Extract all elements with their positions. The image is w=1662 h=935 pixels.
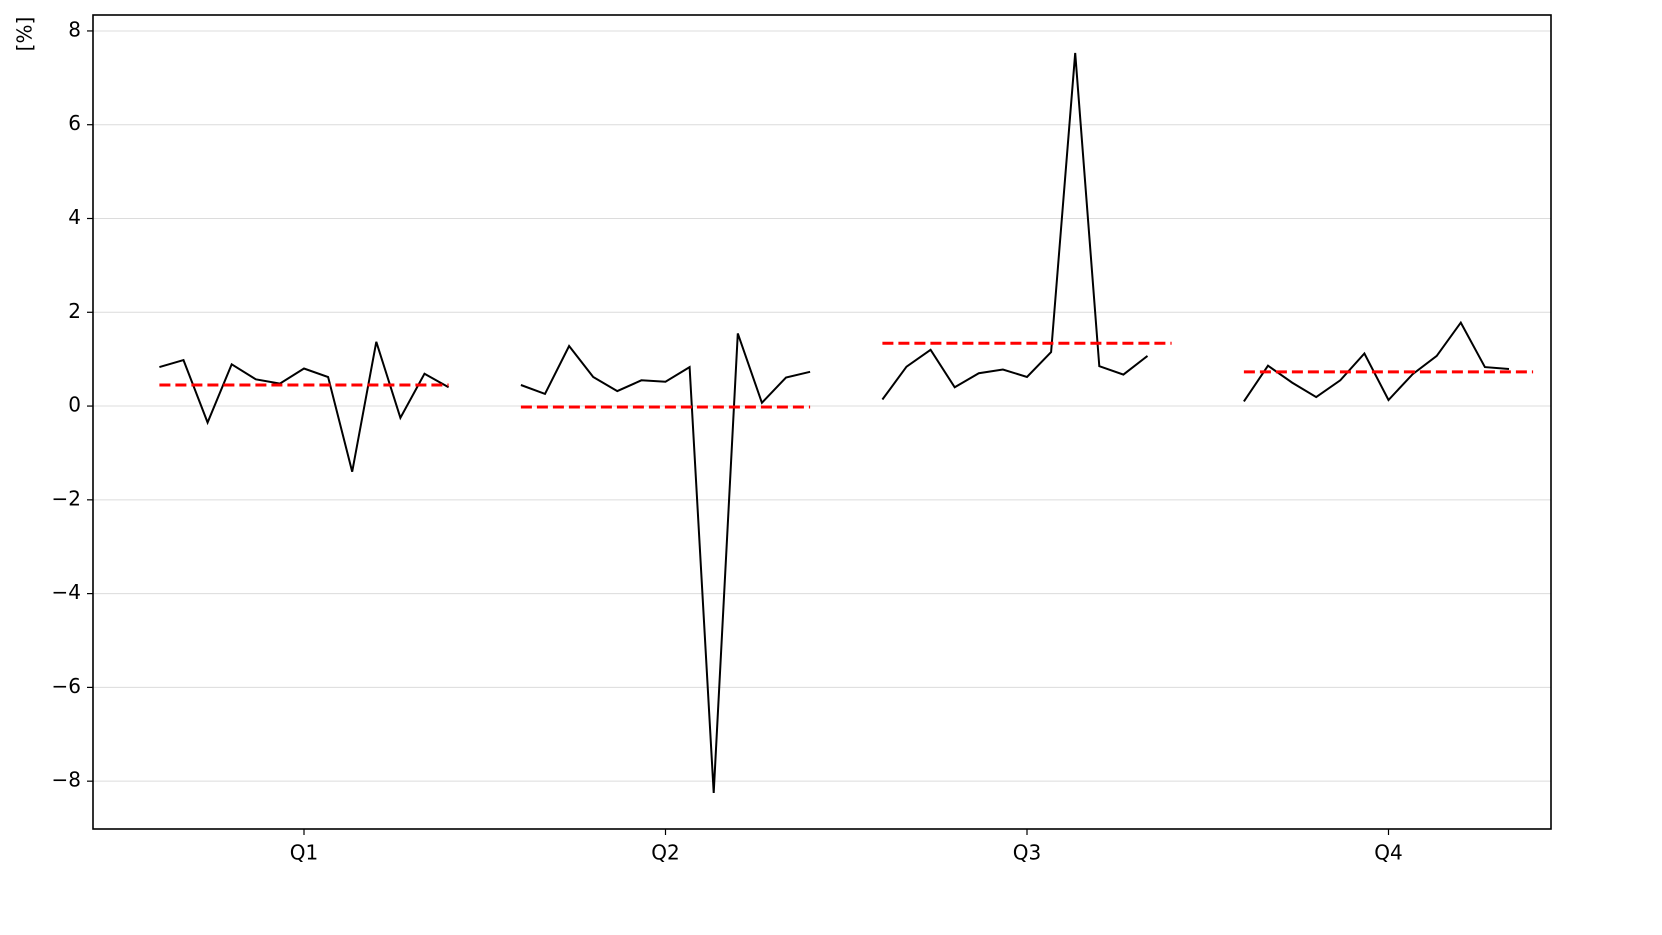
- x-tick-label: Q3: [1013, 841, 1041, 865]
- y-tick-label: −6: [52, 674, 81, 698]
- subseries-line: [881, 52, 1149, 401]
- y-tick-label: 8: [68, 17, 81, 41]
- y-tick-label: 2: [68, 299, 81, 323]
- y-tick-label: 4: [68, 205, 81, 229]
- y-axis-label: [%]: [13, 17, 37, 52]
- subseries-line: [1243, 320, 1510, 402]
- x-tick-label: Q4: [1374, 841, 1402, 865]
- subseries-line: [159, 341, 450, 472]
- y-tick-label: −4: [52, 580, 81, 604]
- y-tick-label: 6: [68, 111, 81, 135]
- plot-frame: [92, 14, 1552, 830]
- y-tick-label: −8: [52, 768, 81, 792]
- subseries-line: [520, 333, 811, 793]
- x-tick-label: Q1: [290, 841, 318, 865]
- y-tick-label: −2: [52, 486, 81, 510]
- y-tick-label: 0: [68, 393, 81, 417]
- x-tick-label: Q2: [651, 841, 679, 865]
